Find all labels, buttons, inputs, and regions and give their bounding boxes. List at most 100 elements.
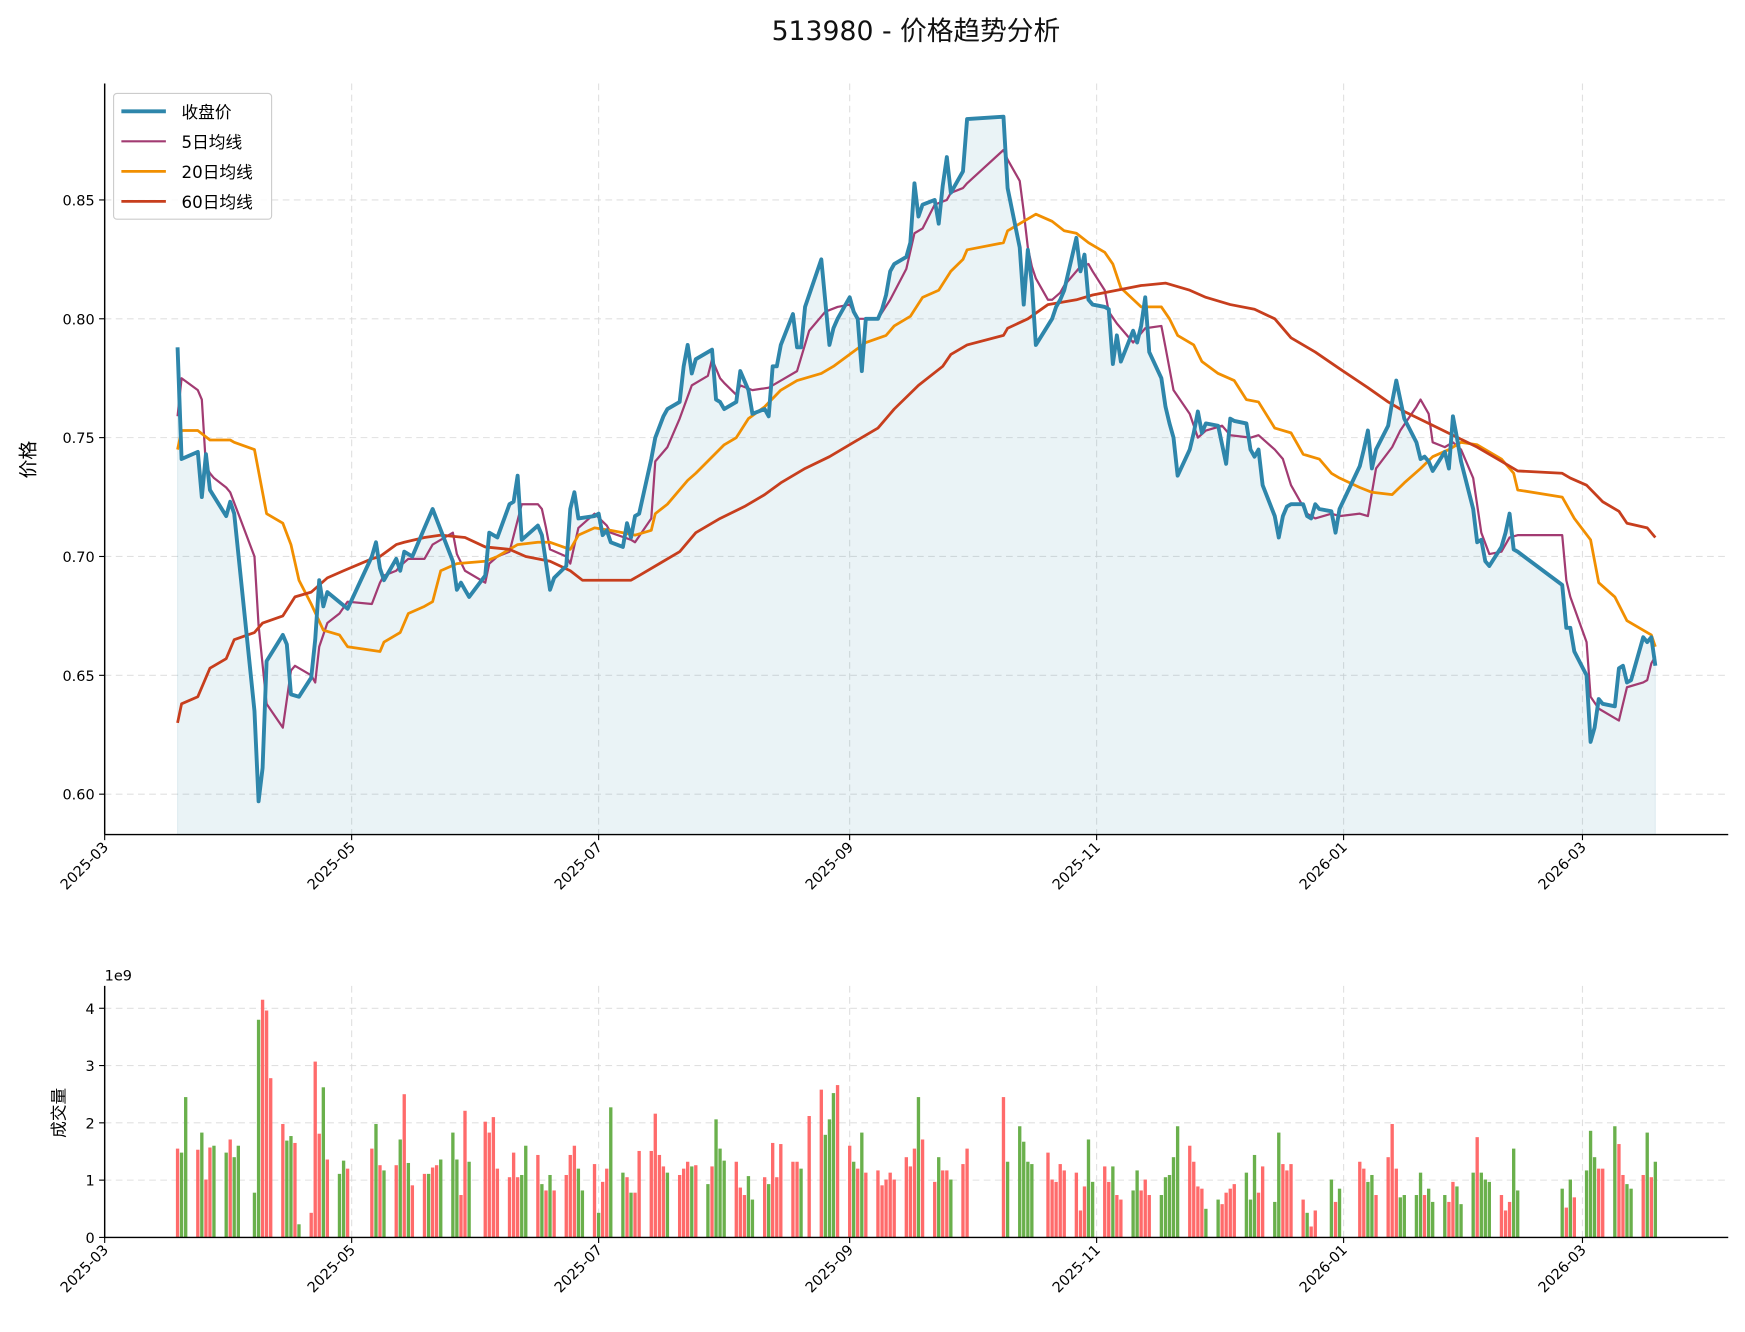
volume-bar-up <box>884 1179 888 1238</box>
volume-bar-up <box>345 1168 350 1238</box>
volume-bar-up <box>1139 1190 1143 1238</box>
volume-bar-down <box>580 1190 585 1238</box>
volume-bar-up <box>568 1154 572 1238</box>
price-y-tick-label: 0.65 <box>62 669 94 685</box>
volume-bar-up <box>1188 1145 1192 1238</box>
volume-bar-down <box>1163 1177 1168 1238</box>
legend-label-ma5: 5日均线 <box>181 133 242 152</box>
price-y-tick-label: 0.70 <box>62 550 94 566</box>
volume-bar-up <box>1147 1195 1151 1238</box>
volume-bar-down <box>1455 1186 1459 1238</box>
volume-bar-down <box>1090 1181 1095 1238</box>
volume-bar-down <box>665 1172 670 1238</box>
legend-box <box>113 92 273 220</box>
volume-bar-down <box>337 1173 342 1238</box>
volume-bar-down <box>1329 1179 1334 1238</box>
volume-y-tick-label: 4 <box>85 1002 94 1018</box>
volume-bar-down <box>1479 1172 1483 1238</box>
price-series <box>175 114 1658 804</box>
volume-bar-up <box>791 1161 795 1238</box>
volume-bar-down <box>714 1119 718 1238</box>
volume-bar-up <box>779 1144 783 1238</box>
price-y-tick-label: 0.75 <box>62 431 94 447</box>
volume-bar-up <box>564 1174 568 1238</box>
volume-bar-down <box>455 1159 459 1238</box>
volume-bar-up <box>1313 1210 1317 1238</box>
volume-bar-down <box>1512 1148 1516 1238</box>
volume-bar-up <box>681 1168 686 1238</box>
volume-bar-down <box>576 1168 581 1238</box>
volume-x-tick-label: 2026-01 <box>1297 1242 1351 1296</box>
legend-label-ma20: 20日均线 <box>181 163 253 182</box>
volume-bar-up <box>1281 1164 1285 1238</box>
volume-bar-up <box>260 999 265 1238</box>
volume-bar-down <box>1337 1188 1342 1238</box>
volume-bar-down <box>406 1162 411 1238</box>
volume-bar-up <box>1597 1168 1601 1238</box>
volume-bar-down <box>1273 1201 1277 1238</box>
volume-bar-up <box>920 1139 925 1238</box>
volume-bar-down <box>1252 1154 1257 1238</box>
price-x-tick-label: 2026-03 <box>1536 839 1590 893</box>
volume-bar-down <box>750 1199 755 1238</box>
volume-bar-up <box>1285 1170 1289 1238</box>
volume-bar-up <box>394 1165 398 1238</box>
volume-bar-down <box>629 1192 633 1238</box>
volume-bar-up <box>293 1142 297 1238</box>
volume-bar-up <box>1621 1174 1625 1238</box>
volume-bar-up <box>1394 1168 1398 1238</box>
volume-bar-up <box>434 1165 439 1238</box>
legend: 收盘价 5日均线 20日均线 60日均线 <box>113 92 273 220</box>
volume-bar-up <box>835 1085 840 1238</box>
volume-bar-up <box>1192 1161 1196 1238</box>
volume-bar-down <box>767 1184 771 1238</box>
volume-bar-down <box>1370 1174 1374 1238</box>
volume-x-tick-label: 2025-03 <box>58 1242 112 1296</box>
volume-bar-up <box>734 1161 738 1238</box>
price-y-tick-label: 0.60 <box>62 788 94 804</box>
volume-bar-down <box>1086 1139 1091 1238</box>
volume-bar-down <box>722 1160 726 1238</box>
volume-y-tick-label: 2 <box>85 1116 94 1132</box>
volume-bar-up <box>1224 1192 1228 1238</box>
volume-bar-down <box>1204 1208 1208 1238</box>
volume-bar-up <box>463 1110 467 1238</box>
volume-bar-up <box>892 1179 896 1238</box>
volume-bar-up <box>775 1177 779 1238</box>
price-x-tick-label: 2025-05 <box>305 839 359 893</box>
volume-bar-down <box>937 1157 941 1238</box>
volume-bar-up <box>487 1132 491 1238</box>
volume-bar-up <box>876 1170 880 1238</box>
ma20-line <box>176 212 1657 653</box>
volume-bar-down <box>1248 1199 1253 1238</box>
volume-bar-up <box>495 1168 500 1238</box>
volume-bar-up <box>1447 1201 1451 1238</box>
volume-bar-up <box>1422 1195 1427 1238</box>
volume-bar-up <box>572 1145 577 1238</box>
volume-bar-down <box>799 1168 803 1238</box>
volume-bar-up <box>738 1187 742 1238</box>
volume-bar-down <box>252 1192 257 1238</box>
volume-bar-up <box>507 1177 512 1238</box>
volume-bar-up <box>552 1190 556 1238</box>
volume-y-tick-label: 0 <box>85 1231 94 1247</box>
volume-bar-up <box>1050 1179 1054 1238</box>
volume-bar-down <box>1471 1172 1475 1238</box>
volume-bar-down <box>289 1136 293 1238</box>
volume-bar-up <box>1054 1181 1058 1238</box>
volume-bar-down <box>1414 1195 1419 1238</box>
volume-bar-down <box>1171 1157 1176 1238</box>
volume-bar-down <box>520 1174 524 1238</box>
volume-bar-down <box>1030 1164 1034 1238</box>
price-x-tick-label: 2025-09 <box>803 839 857 893</box>
volume-bar-down <box>1613 1126 1617 1238</box>
volume-y-label: 成交量 <box>50 1088 69 1138</box>
volume-bar-up <box>264 1010 269 1238</box>
volume-bar-down <box>467 1161 471 1238</box>
volume-bar-up <box>511 1152 516 1238</box>
volume-bar-up <box>965 1148 969 1238</box>
volume-bar-up <box>677 1174 682 1238</box>
volume-bar-down <box>1483 1179 1487 1238</box>
volume-bar-up <box>422 1173 427 1238</box>
volume-bar-down <box>1645 1132 1649 1238</box>
